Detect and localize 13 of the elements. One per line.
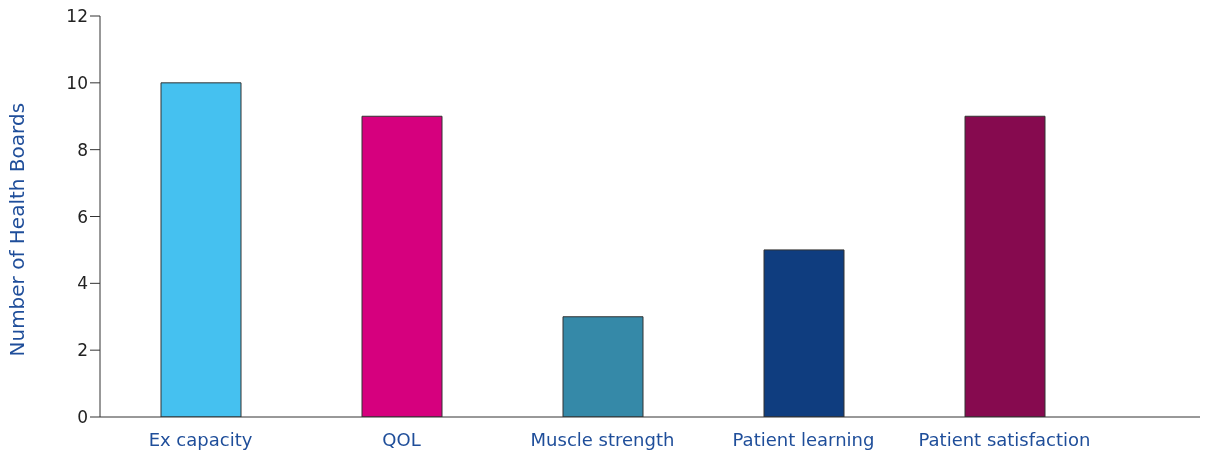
y-tick-label: 2 (77, 340, 88, 361)
y-tick-label: 6 (77, 206, 88, 227)
y-tick-label: 10 (66, 72, 88, 93)
x-tick-label: Ex capacity (148, 428, 253, 450)
x-tick-label: Muscle strength (530, 428, 675, 450)
x-tick-label: Patient satisfaction (918, 428, 1091, 450)
x-tick-label: QOL (382, 428, 421, 450)
y-tick-label: 4 (77, 273, 88, 294)
y-axis-title: Number of Health Boards (5, 102, 30, 357)
y-tick-label: 12 (66, 6, 88, 27)
y-tick-label: 0 (77, 407, 88, 428)
y-tick-label: 8 (77, 139, 88, 160)
x-tick-label: Patient learning (732, 428, 875, 450)
